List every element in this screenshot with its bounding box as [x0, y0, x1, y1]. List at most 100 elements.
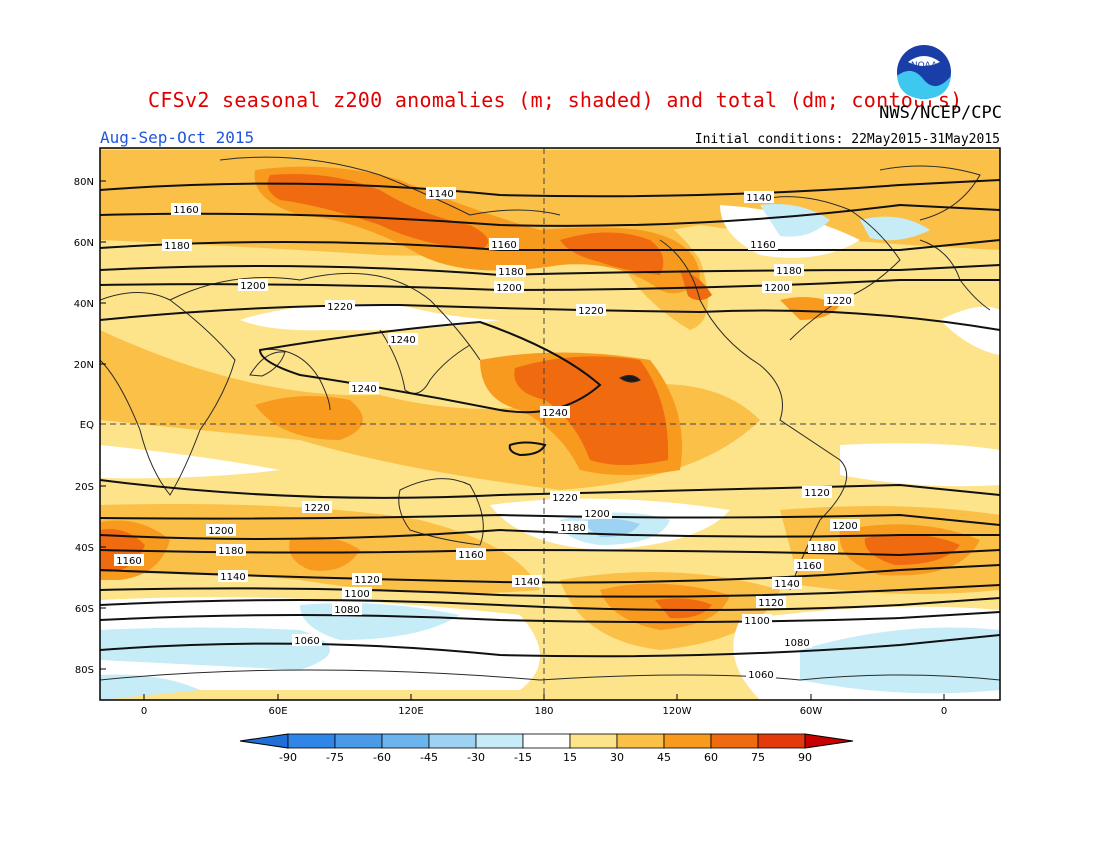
svg-text:1200: 1200	[832, 521, 857, 532]
svg-text:1240: 1240	[390, 335, 415, 346]
svg-text:1180: 1180	[498, 267, 523, 278]
lon-label: 120E	[398, 706, 423, 717]
contour-label: 1180	[216, 544, 246, 557]
contour-label: 1240	[388, 333, 418, 346]
contour-label: 1220	[824, 294, 854, 307]
colorbar-label: -75	[326, 751, 344, 764]
colorbar-swatch	[757, 733, 806, 749]
contour-label: 1200	[206, 524, 236, 537]
svg-text:1180: 1180	[810, 543, 835, 554]
map-title: CFSv2 seasonal z200 anomalies (m; shaded…	[148, 88, 963, 112]
colorbar-label: 45	[657, 751, 671, 764]
svg-text:1180: 1180	[560, 523, 585, 534]
lon-label: 60E	[268, 706, 287, 717]
colorbar: -90 -75 -60 -45 -30 -15 15 30 45 60 75 90	[239, 733, 854, 764]
colorbar-label: -30	[467, 751, 485, 764]
contour-label: 1160	[114, 554, 144, 567]
contour-label: 1160	[794, 559, 824, 572]
axis-ticks	[100, 180, 945, 700]
contour-label: 1220	[302, 501, 332, 514]
svg-text:1140: 1140	[746, 193, 771, 204]
svg-text:1140: 1140	[428, 189, 453, 200]
svg-text:1220: 1220	[826, 296, 851, 307]
svg-text:1080: 1080	[334, 605, 359, 616]
svg-text:1160: 1160	[116, 556, 141, 567]
lat-label: EQ	[80, 420, 94, 431]
contour-label: 1140	[426, 187, 456, 200]
svg-text:1140: 1140	[774, 579, 799, 590]
latitude-labels: 80N 60N 40N 20N EQ 20S 40S 60S 80S	[74, 177, 94, 676]
lat-label: 60S	[75, 604, 94, 615]
svg-text:1060: 1060	[748, 670, 773, 681]
svg-text:1160: 1160	[173, 205, 198, 216]
colorbar-swatch	[287, 733, 336, 749]
contour-label: 1180	[774, 264, 804, 277]
noaa-logo-text: NOAA	[911, 61, 938, 71]
svg-text:1180: 1180	[164, 241, 189, 252]
colorbar-label: -15	[514, 751, 532, 764]
contour-label: 1060	[292, 634, 322, 647]
contour-label: 1140	[512, 575, 542, 588]
contour-label: 1140	[744, 191, 774, 204]
lat-label: 40S	[75, 543, 94, 554]
contour-label: 1200	[238, 279, 268, 292]
svg-text:1180: 1180	[218, 546, 243, 557]
lon-label: 60W	[800, 706, 823, 717]
noaa-logo-icon: NOAA	[895, 43, 953, 101]
colorbar-arrow-right	[804, 733, 854, 749]
colorbar-swatch	[569, 733, 618, 749]
colorbar-label: 60	[704, 751, 718, 764]
reference-lines	[100, 148, 1000, 700]
agency-label: NWS/NCEP/CPC	[879, 103, 1002, 123]
contour-label: 1200	[494, 281, 524, 294]
colorbar-label: 75	[751, 751, 765, 764]
contour-label: 1220	[550, 491, 580, 504]
svg-text:1220: 1220	[327, 302, 352, 313]
lon-label: 0	[141, 706, 147, 717]
colorbar-swatch	[616, 733, 665, 749]
contour-label: 1200	[762, 281, 792, 294]
lon-label: 120W	[663, 706, 692, 717]
colorbar-swatch	[334, 733, 383, 749]
colorbar-swatch	[710, 733, 759, 749]
colorbar-swatch	[381, 733, 430, 749]
contour-label: 1180	[496, 265, 526, 278]
contour-label: 1200	[582, 507, 612, 520]
colorbar-arrow-left	[239, 733, 289, 749]
svg-text:1100: 1100	[744, 616, 769, 627]
contour-label: 1220	[576, 304, 606, 317]
contour-label: 1060	[746, 668, 776, 681]
colorbar-swatch	[663, 733, 712, 749]
contour-label: 1080	[332, 603, 362, 616]
svg-text:1220: 1220	[552, 493, 577, 504]
colorbar-label: 30	[610, 751, 624, 764]
colorbar-label: 15	[563, 751, 577, 764]
initial-conditions-label: Initial conditions: 22May2015-31May2015	[694, 132, 1000, 147]
svg-text:1180: 1180	[776, 266, 801, 277]
contour-label: 1140	[772, 577, 802, 590]
lat-label: 80S	[75, 665, 94, 676]
contour-label: 1240	[349, 382, 379, 395]
coastlines	[100, 156, 1000, 681]
svg-text:1160: 1160	[491, 240, 516, 251]
colorbar-label: -60	[373, 751, 391, 764]
contour-label: 1240	[540, 406, 570, 419]
svg-text:1200: 1200	[764, 283, 789, 294]
colorbar-label: -45	[420, 751, 438, 764]
colorbar-label: -90	[279, 751, 297, 764]
svg-text:1140: 1140	[220, 572, 245, 583]
contour-label: 1180	[162, 239, 192, 252]
svg-text:1060: 1060	[294, 636, 319, 647]
svg-text:1240: 1240	[542, 408, 567, 419]
map-frame	[99, 147, 1001, 701]
contour-label: 1120	[756, 596, 786, 609]
lat-label: 20S	[75, 482, 94, 493]
lat-label: 20N	[74, 360, 94, 371]
contour-label: 1200	[830, 519, 860, 532]
contour-label: 1180	[808, 541, 838, 554]
svg-text:1140: 1140	[514, 577, 539, 588]
contour-label: 1100	[342, 587, 372, 600]
lat-label: 40N	[74, 299, 94, 310]
colorbar-label: 90	[798, 751, 812, 764]
svg-text:1120: 1120	[804, 488, 829, 499]
